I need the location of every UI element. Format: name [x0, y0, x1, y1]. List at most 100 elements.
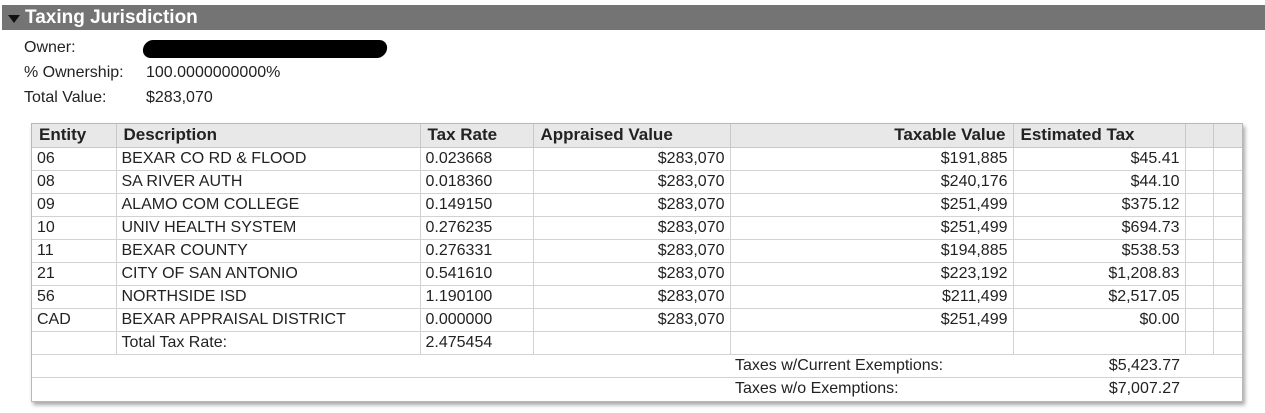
- cell-blank: [32, 331, 117, 355]
- cell-blank: [1185, 147, 1214, 171]
- cell-tax-rate: 0.276235: [420, 216, 534, 240]
- cell-taxable-value: $194,885: [730, 239, 1014, 263]
- cell-description: BEXAR CO RD & FLOOD: [116, 147, 421, 171]
- table-row: 21 CITY OF SAN ANTONIO 0.541610 $283,070…: [32, 262, 1242, 286]
- cell-taxable-value: $251,499: [730, 308, 1014, 332]
- table-row: 11 BEXAR COUNTY 0.276331 $283,070 $194,8…: [32, 239, 1242, 263]
- table-row: 08 SA RIVER AUTH 0.018360 $283,070 $240,…: [32, 170, 1242, 194]
- cell-entity: 21: [32, 262, 117, 286]
- cell-blank: [1185, 193, 1214, 217]
- cell-taxable-value: $251,499: [730, 193, 1014, 217]
- cell-taxable-value: $191,885: [730, 147, 1014, 171]
- cell-description: CITY OF SAN ANTONIO: [116, 262, 421, 286]
- cell-blank: [1185, 239, 1214, 263]
- cell-description: UNIV HEALTH SYSTEM: [116, 216, 421, 240]
- cell-estimated-tax: $44.10: [1013, 170, 1186, 194]
- cell-estimated-tax: $2,517.05: [1013, 285, 1186, 309]
- total-value: $283,070: [146, 89, 213, 106]
- cell-blank: [533, 331, 731, 355]
- cell-entity: 06: [32, 147, 117, 171]
- cell-estimated-tax: $45.41: [1013, 147, 1186, 171]
- no-exemptions-row: Taxes w/o Exemptions: $7,007.27: [32, 377, 1242, 400]
- cell-blank: [730, 331, 1014, 355]
- cell-taxable-value: $223,192: [730, 262, 1014, 286]
- table-row: CAD BEXAR APPRAISAL DISTRICT 0.000000 $2…: [32, 308, 1242, 332]
- cell-entity: 11: [32, 239, 117, 263]
- col-header-taxable-value[interactable]: Taxable Value: [730, 124, 1014, 148]
- col-header-entity[interactable]: Entity: [32, 124, 117, 148]
- cell-blank: [1213, 262, 1242, 286]
- current-exemptions-value: $5,423.77: [1013, 354, 1185, 378]
- cell-appraised-value: $283,070: [533, 170, 731, 194]
- current-exemptions-label: Taxes w/Current Exemptions:: [730, 354, 1013, 378]
- cell-tax-rate: 0.149150: [420, 193, 534, 217]
- cell-blank: [1185, 170, 1214, 194]
- col-header-blank-2: [1213, 124, 1242, 148]
- total-tax-rate-label: Total Tax Rate:: [116, 331, 421, 355]
- cell-blank: [1213, 308, 1242, 332]
- cell-tax-rate: 0.541610: [420, 262, 534, 286]
- cell-description: BEXAR APPRAISAL DISTRICT: [116, 308, 421, 332]
- cell-blank: [1213, 331, 1242, 355]
- cell-tax-rate: 0.018360: [420, 170, 534, 194]
- cell-taxable-value: $240,176: [730, 170, 1014, 194]
- col-header-appraised-value[interactable]: Appraised Value: [533, 124, 731, 148]
- cell-tax-rate: 0.276331: [420, 239, 534, 263]
- collapse-triangle-icon[interactable]: [8, 14, 20, 23]
- current-exemptions-row: Taxes w/Current Exemptions: $5,423.77: [32, 354, 1242, 378]
- cell-blank: [1185, 331, 1214, 355]
- cell-blank: [1185, 262, 1214, 286]
- cell-tax-rate: 0.023668: [420, 147, 534, 171]
- cell-entity: 56: [32, 285, 117, 309]
- cell-taxable-value: $251,499: [730, 216, 1014, 240]
- cell-estimated-tax: $694.73: [1013, 216, 1186, 240]
- cell-appraised-value: $283,070: [533, 239, 731, 263]
- cell-description: BEXAR COUNTY: [116, 239, 421, 263]
- col-header-blank-1: [1185, 124, 1214, 148]
- total-value-label: Total Value:: [24, 89, 107, 106]
- ownership-row: % Ownership: 100.0000000000%: [24, 64, 280, 82]
- total-tax-rate-row: Total Tax Rate: 2.475454: [32, 331, 1242, 355]
- cell-blank: [32, 377, 730, 400]
- section-title: Taxing Jurisdiction: [25, 6, 198, 28]
- ownership-label: % Ownership:: [24, 64, 124, 81]
- ownership-value: 100.0000000000%: [146, 64, 281, 81]
- cell-appraised-value: $283,070: [533, 216, 731, 240]
- owner-row: Owner:: [24, 39, 146, 57]
- col-header-tax-rate[interactable]: Tax Rate: [420, 124, 534, 148]
- col-header-description[interactable]: Description: [116, 124, 421, 148]
- no-exemptions-value: $7,007.27: [1108, 379, 1180, 397]
- table-row: 09 ALAMO COM COLLEGE 0.149150 $283,070 $…: [32, 193, 1242, 217]
- cell-description: SA RIVER AUTH: [116, 170, 421, 194]
- cell-blank: [1185, 285, 1214, 309]
- tax-table-container: Entity Description Tax Rate Appraised Va…: [31, 123, 1243, 402]
- cell-tax-rate: 0.000000: [420, 308, 534, 332]
- total-tax-rate-value: 2.475454: [420, 331, 534, 355]
- cell-blank: [1213, 170, 1242, 194]
- cell-blank: [1213, 147, 1242, 171]
- table-row: 56 NORTHSIDE ISD 1.190100 $283,070 $211,…: [32, 285, 1242, 309]
- cell-appraised-value: $283,070: [533, 193, 731, 217]
- cell-estimated-tax: $538.53: [1013, 239, 1186, 263]
- cell-estimated-tax: $0.00: [1013, 308, 1186, 332]
- table-row: 06 BEXAR CO RD & FLOOD 0.023668 $283,070…: [32, 147, 1242, 171]
- cell-taxable-value: $211,499: [730, 285, 1014, 309]
- owner-name-redaction: [141, 40, 389, 58]
- cell-estimated-tax: $375.12: [1013, 193, 1186, 217]
- cell-description: ALAMO COM COLLEGE: [116, 193, 421, 217]
- cell-appraised-value: $283,070: [533, 285, 731, 309]
- cell-entity: 08: [32, 170, 117, 194]
- no-exemptions-label: Taxes w/o Exemptions:: [735, 379, 899, 397]
- cell-blank: [1185, 216, 1214, 240]
- cell-blank: [1013, 331, 1186, 355]
- total-value-row: Total Value: $283,070: [24, 89, 213, 107]
- cell-blank: [1185, 354, 1242, 378]
- cell-tax-rate: 1.190100: [420, 285, 534, 309]
- section-header[interactable]: Taxing Jurisdiction: [2, 5, 1265, 30]
- cell-entity: 09: [32, 193, 117, 217]
- cell-blank: [1213, 216, 1242, 240]
- col-header-estimated-tax[interactable]: Estimated Tax: [1013, 124, 1186, 148]
- cell-blank: [1213, 239, 1242, 263]
- cell-description: NORTHSIDE ISD: [116, 285, 421, 309]
- tax-table: Entity Description Tax Rate Appraised Va…: [32, 124, 1242, 400]
